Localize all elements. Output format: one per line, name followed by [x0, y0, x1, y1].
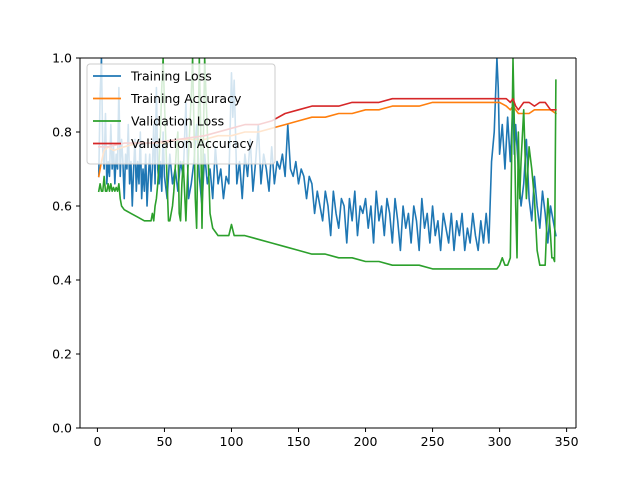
legend: Training Loss Training Accuracy Validation…: [86, 63, 276, 165]
legend-label: Validation Accuracy: [131, 136, 254, 151]
y-tick-label: 0.0: [52, 421, 72, 436]
x-tick-label: 200: [354, 434, 378, 449]
axes-layer: 0 50 100 150 200 250 300 350 0.0 0.2 0.4 0.6 0.8 1.0: [52, 51, 578, 450]
y-tick-label: 0.4: [52, 273, 72, 288]
x-tick-label: 350: [555, 434, 579, 449]
y-tick-label: 0.8: [52, 125, 72, 140]
x-tick-label: 150: [287, 434, 311, 449]
x-tick-label: 100: [220, 434, 244, 449]
y-tick-label: 0.2: [52, 347, 72, 362]
x-tick-label: 300: [488, 434, 512, 449]
x-tick-label: 50: [157, 434, 173, 449]
x-tick-label: 0: [93, 434, 101, 449]
x-tick-label: 250: [421, 434, 445, 449]
y-tick-label: 0.6: [52, 199, 72, 214]
legend-frame: [86, 63, 276, 165]
y-tick-label: 1.0: [52, 51, 72, 66]
series-line-training-loss: [97, 58, 557, 252]
legend-label: Training Accuracy: [130, 91, 242, 106]
legend-label: Validation Loss: [131, 114, 224, 129]
legend-label: Training Loss: [130, 69, 212, 84]
